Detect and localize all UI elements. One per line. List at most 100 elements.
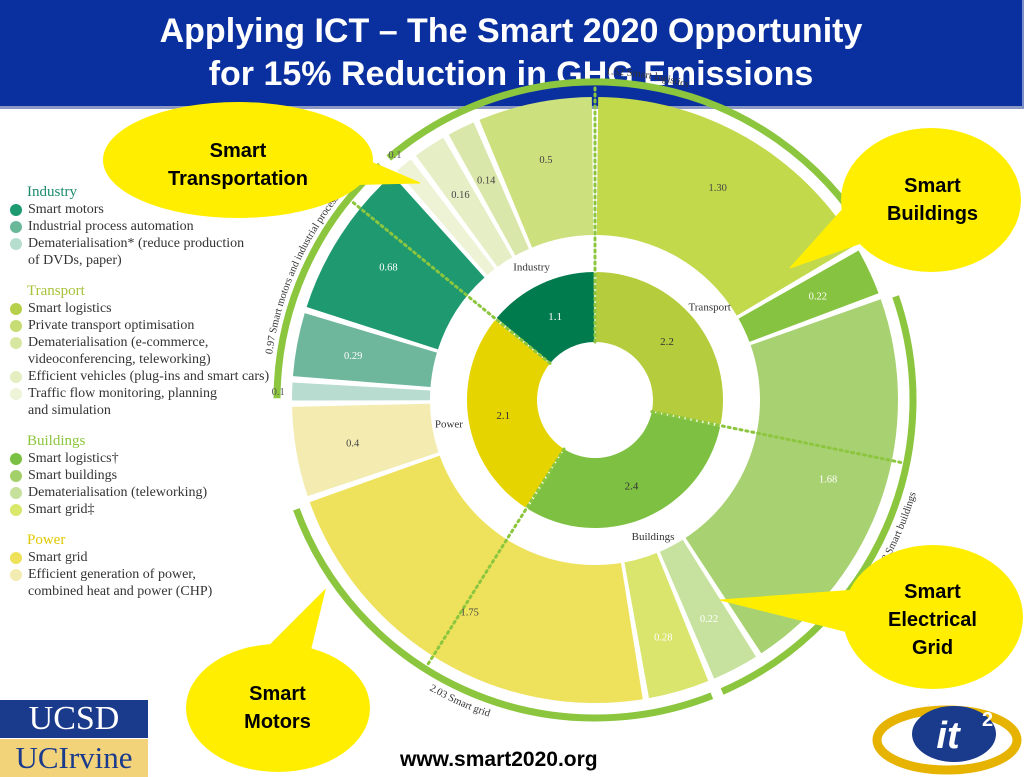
legend-heading: Transport: [27, 283, 85, 299]
legend-item: Private transport optimisation: [10, 317, 310, 334]
outer-segment: [396, 159, 495, 276]
legend-item: Smart logistics†: [10, 450, 310, 467]
legend-label: Dematerialisation (e-commerce,: [28, 335, 209, 350]
legend-item: Traffic flow monitoring, planning: [10, 385, 310, 402]
legend-item: Efficient generation of power,: [10, 566, 310, 583]
it2-logo-sup: 2: [982, 709, 993, 731]
outer-value-label: 0.68: [379, 262, 397, 273]
outer-value-label: 0.29: [344, 351, 362, 362]
outer-segment: [448, 122, 529, 256]
legend-group-buildings: Buildings Smart logistics† Smart buildings…: [10, 433, 310, 518]
legend-item: Efficient vehicles (plug-ins and smart c…: [10, 368, 310, 385]
legend-label: Smart grid‡: [28, 502, 95, 517]
legend-item: Smart motors: [10, 201, 310, 218]
outer-segment: [624, 553, 709, 699]
outer-segment: [292, 313, 437, 388]
callout-smart-motors: Smart Motors: [200, 680, 355, 736]
inner-segment-power: [466, 320, 564, 508]
inner-value-label: 1.1: [548, 311, 562, 323]
outer-segment: [415, 137, 513, 267]
callout-line: Transportation: [167, 168, 308, 190]
callout-line: Buildings: [886, 203, 979, 225]
legend-label: Dematerialisation (teleworking): [28, 485, 208, 500]
legend: Industry Smart motors Industrial process a…: [10, 184, 310, 614]
legend-label: videoconferencing, teleworking): [28, 352, 211, 367]
callout-bubble: [103, 102, 373, 218]
legend-swatch: [10, 552, 22, 564]
outer-value-label: 0.28: [654, 632, 672, 643]
callout-line: Motors: [244, 711, 311, 733]
it2-logo-oval: [912, 706, 996, 762]
outer-segment: [738, 250, 879, 342]
callout-smart-electrical-grid: Smart Electrical Grid: [855, 578, 1010, 662]
ucsd-logo: UCSD: [0, 700, 148, 738]
group-bracket: [293, 508, 714, 722]
legend-swatch: [10, 204, 22, 216]
callout-bubble: [186, 644, 370, 772]
legend-swatch: [10, 453, 22, 465]
legend-swatch: [10, 303, 22, 315]
title-line-1: Applying ICT – The Smart 2020 Opportunit…: [159, 12, 863, 50]
legend-label: Private transport optimisation: [28, 318, 195, 333]
legend-heading: Industry: [27, 184, 77, 200]
outer-value-label: 1.75: [461, 608, 479, 619]
category-name-label: Power: [435, 419, 463, 431]
legend-swatch: [10, 388, 22, 400]
legend-label: Smart logistics: [28, 301, 112, 316]
legend-label: combined heat and power (CHP): [28, 584, 213, 599]
legend-label: Industrial process automation: [28, 219, 194, 234]
outer-value-label: 1.68: [819, 475, 837, 486]
inner-value-label: 2.1: [496, 410, 510, 422]
legend-label: Efficient generation of power,: [28, 567, 196, 582]
callout-smart-buildings: Smart Buildings: [850, 172, 1015, 228]
legend-label: Traffic flow monitoring, planning: [28, 386, 217, 401]
callout-smart-transportation: Smart Transportation: [132, 137, 344, 193]
legend-label: Smart grid: [28, 550, 88, 565]
legend-label: Dematerialisation* (reduce production: [28, 236, 245, 251]
legend-item: Smart logistics: [10, 300, 310, 317]
outer-value-label: 0.5: [539, 155, 552, 166]
inner-segment-industry: [496, 272, 595, 363]
legend-heading: Buildings: [27, 433, 86, 449]
outer-segment: [292, 403, 439, 497]
title-line-2: for 15% Reduction in GHG Emissions: [208, 55, 814, 93]
outer-value-label: 0.1: [388, 150, 401, 161]
legend-label: and simulation: [28, 403, 111, 418]
legend-item: Smart grid: [10, 549, 310, 566]
outer-value-label: 0.14: [477, 175, 496, 186]
legend-label: Efficient vehicles (plug-ins and smart c…: [28, 369, 270, 384]
legend-item: combined heat and power (CHP): [10, 583, 310, 600]
legend-item: Dematerialisation (e-commerce,: [10, 334, 310, 351]
legend-item: Industrial process automation: [10, 218, 310, 235]
legend-swatch: [10, 487, 22, 499]
legend-label: Smart logistics†: [28, 451, 119, 466]
group-bracket: [386, 78, 871, 238]
it2-logo-text: it: [936, 715, 961, 757]
legend-swatch: [10, 238, 22, 250]
legend-swatch: [10, 221, 22, 233]
footer-url: www.smart2020.org: [400, 748, 598, 771]
legend-item: of DVDs, paper): [10, 252, 310, 269]
category-divider: [650, 410, 904, 465]
outer-value-label: 0.16: [451, 190, 469, 201]
inner-value-label: 2.2: [660, 336, 674, 348]
inner-segment-buildings: [527, 412, 721, 528]
category-name-label: Transport: [688, 301, 730, 313]
legend-item: Smart buildings: [10, 467, 310, 484]
outer-segment: [596, 97, 856, 316]
callout-line: Smart: [904, 175, 961, 197]
outer-value-label: 0.4: [346, 438, 360, 449]
legend-label: Smart motors: [28, 202, 104, 217]
callout-line: Electrical: [888, 609, 977, 631]
legend-swatch: [10, 320, 22, 332]
outer-segment: [659, 539, 756, 679]
legend-swatch: [10, 470, 22, 482]
legend-item: Dematerialisation* (reduce production: [10, 235, 310, 252]
outer-value-label: 1.30: [709, 183, 727, 194]
callout-line: Smart: [249, 683, 306, 705]
outer-value-label: 0.1: [272, 387, 285, 398]
outer-segment: [292, 382, 431, 401]
legend-swatch: [10, 337, 22, 349]
group-bracket: [720, 295, 917, 695]
legend-swatch: [10, 371, 22, 383]
